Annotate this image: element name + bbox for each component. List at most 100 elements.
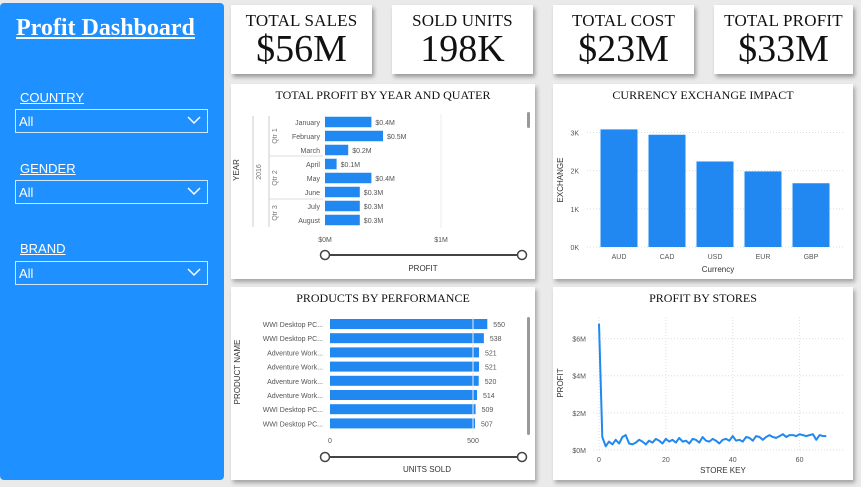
x-tick-label: GBP [804,254,819,261]
profit-by-quarter-chart: YEAR 2016 $0M $1M PROFIT Qtr 1 Qtr 2 Qtr 3… [232,112,530,273]
country-filter-value: All [19,114,34,129]
brand-filter-label: BRAND [20,241,66,256]
chart-title: PRODUCTS BY PERFORMANCE [296,291,470,305]
category-label: July [308,204,321,211]
kpi-label: TOTAL PROFIT [724,11,843,30]
category-label: Adventure Work... [267,365,323,372]
category-label: WWI Desktop PC... [263,421,323,428]
data-label: $0.2M [352,148,372,155]
products-performance-card: PRODUCTS BY PERFORMANCE PRODUCT NAME UNI… [231,287,535,480]
data-label: $0.4M [375,176,395,183]
quarter-label: Qtr 2 [272,170,279,186]
category-label: Adventure Work... [267,379,323,386]
y-tick-label: 2K [570,169,579,176]
country-filter-label: COUNTRY [20,90,85,105]
y-tick-label: $4M [572,374,586,381]
data-label: 520 [485,379,497,386]
y-tick-label: $6M [572,337,586,344]
data-label: $0.4M [375,120,395,127]
y-tick-label: $2M [572,411,586,418]
category-label: May [307,176,321,183]
range-slider-handle[interactable] [319,249,331,261]
x-tick-label: $1M [434,237,448,244]
x-tick-label: $0M [318,237,332,244]
dashboard-title: Profit Dashboard [16,15,195,41]
range-slider-handle[interactable] [516,249,528,261]
bar [330,333,484,344]
category-label: March [301,148,321,155]
brand-filter-select[interactable]: All [15,261,208,285]
x-tick-label: 0 [597,457,601,464]
bar [330,404,476,415]
bar [792,183,830,247]
chevron-down-icon [187,268,201,277]
category-label: WWI Desktop PC... [263,322,323,329]
kpi-label: TOTAL COST [571,11,676,30]
chevron-down-icon [187,187,201,196]
bar [330,319,488,329]
x-tick-label: CAD [660,254,675,261]
y-axis-label: YEAR [232,159,241,181]
x-tick-label: 0 [328,438,332,445]
category-label: June [305,190,320,197]
y-tick-label: $0M [572,448,586,455]
data-label: $0.3M [364,218,384,225]
bar [325,144,349,156]
category-label: August [298,218,320,225]
country-filter-select[interactable]: All [15,109,208,133]
y-axis-label: EXCHANGE [556,158,565,203]
scrollbar-thumb[interactable] [527,317,530,435]
category-label: Adventure Work... [267,350,323,357]
data-label: 521 [485,365,497,372]
y-tick-label: 0K [570,245,579,252]
kpi-value: $56M [256,28,347,70]
series-line [598,323,827,448]
gender-filter-select[interactable]: All [15,180,208,204]
scrollbar-thumb[interactable] [527,112,530,128]
x-axis-label: UNITS SOLD [403,465,451,474]
filter-sidebar: Profit Dashboard COUNTRY All GENDER All … [0,3,224,480]
data-label: 514 [483,393,495,400]
category-label: February [292,134,321,141]
x-tick-label: EUR [756,254,771,261]
bar [325,116,372,128]
bar [325,130,383,142]
x-tick-label: 20 [662,457,670,464]
bar [325,214,360,226]
category-label: WWI Desktop PC... [263,407,323,414]
profit-by-stores-card: PROFIT BY STORES PROFIT STORE KEY $0M $2M… [553,287,853,480]
year-label: 2016 [256,164,263,180]
kpi-value: 198K [420,28,505,70]
data-label: 507 [481,421,493,428]
x-tick-label: 60 [796,457,804,464]
data-label: 538 [490,336,502,343]
data-label: 550 [493,322,505,329]
x-axis-label: Currency [702,265,734,274]
chevron-down-icon [187,116,201,125]
quarter-label: Qtr 1 [272,128,279,144]
category-label: Adventure Work... [267,393,323,400]
chart-title: PROFIT BY STORES [649,291,757,305]
bar [330,361,480,372]
x-axis-label: PROFIT [408,264,437,273]
y-tick-label: 1K [570,207,579,214]
data-label: $0.3M [364,190,384,197]
x-tick-label: USD [708,254,723,261]
category-label: January [295,120,320,127]
y-tick-label: 3K [570,130,579,137]
kpi-label: SOLD UNITS [412,11,513,30]
bar [330,347,480,358]
range-slider-handle[interactable] [516,451,528,463]
kpi-label: TOTAL SALES [245,11,358,30]
x-axis-label: STORE KEY [700,466,746,475]
profit-by-quarter-card: TOTAL PROFIT BY YEAR AND QUATER YEAR 201… [231,84,535,279]
range-slider-handle[interactable] [319,451,331,463]
quarter-label: Qtr 3 [272,205,279,221]
kpi-sold-units: SOLD UNITS 198K [392,5,533,74]
gender-filter-value: All [19,185,34,200]
bar [330,390,478,400]
y-axis-label: PROFIT [556,368,565,397]
bar [325,158,337,170]
chart-title: TOTAL PROFIT BY YEAR AND QUATER [275,88,491,102]
kpi-total-cost: TOTAL COST $23M [553,5,694,74]
